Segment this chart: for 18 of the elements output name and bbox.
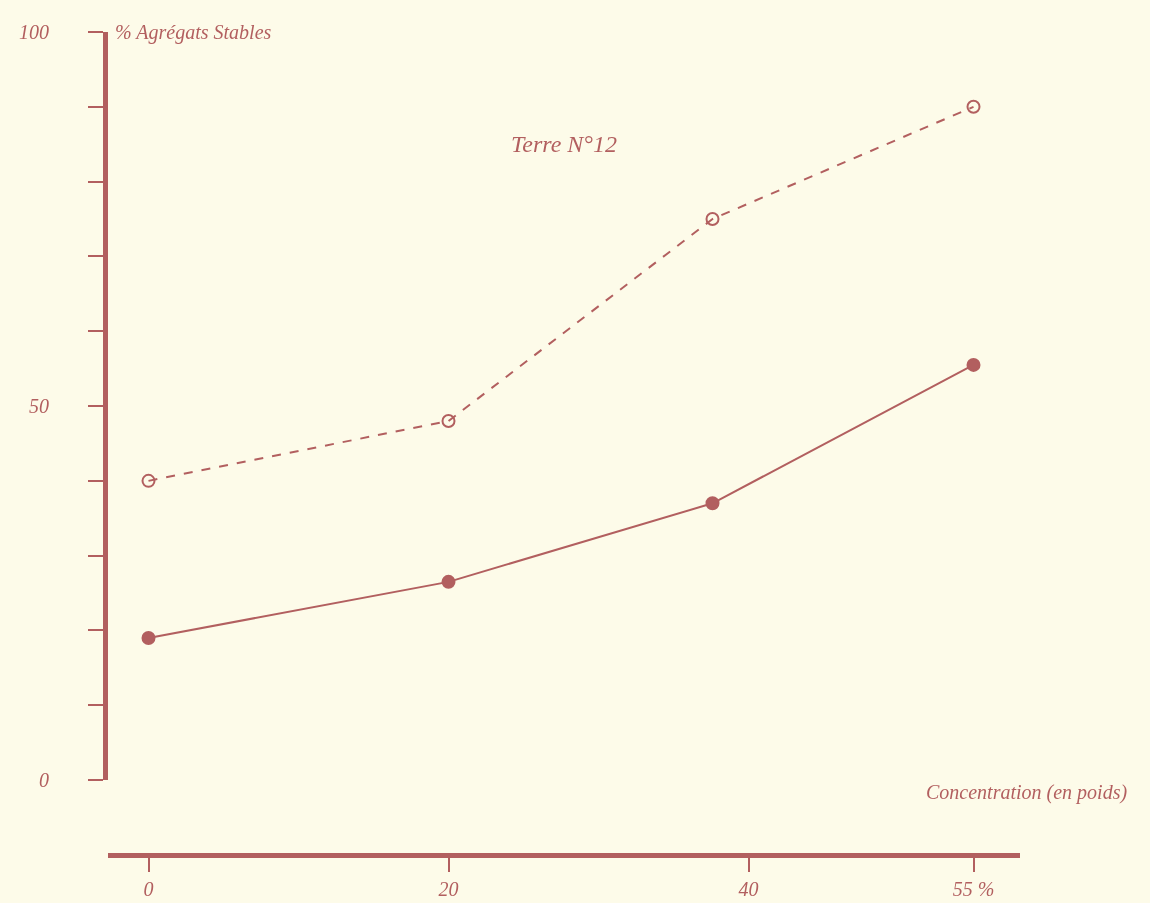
y-axis-title: % Agrégats Stables xyxy=(115,21,272,44)
point xyxy=(705,496,720,511)
point xyxy=(441,574,456,589)
text: Terre N°12 xyxy=(511,131,617,158)
point xyxy=(441,414,456,429)
point xyxy=(141,473,156,488)
point xyxy=(705,212,720,227)
y-tick-label: 50 xyxy=(29,395,49,418)
y-tick-label: 0 xyxy=(39,769,49,792)
y-tick-label: 100 xyxy=(19,21,49,43)
point xyxy=(141,630,156,645)
point xyxy=(966,99,981,114)
x-tick-label: 40 xyxy=(738,878,759,900)
point xyxy=(966,357,981,372)
x-axis-title: Concentration (en poids) xyxy=(926,781,1128,804)
x-tick-label: 0 xyxy=(143,878,154,900)
x-tick-label: 55 % xyxy=(952,878,995,900)
x-tick-label: 20 xyxy=(438,878,459,900)
